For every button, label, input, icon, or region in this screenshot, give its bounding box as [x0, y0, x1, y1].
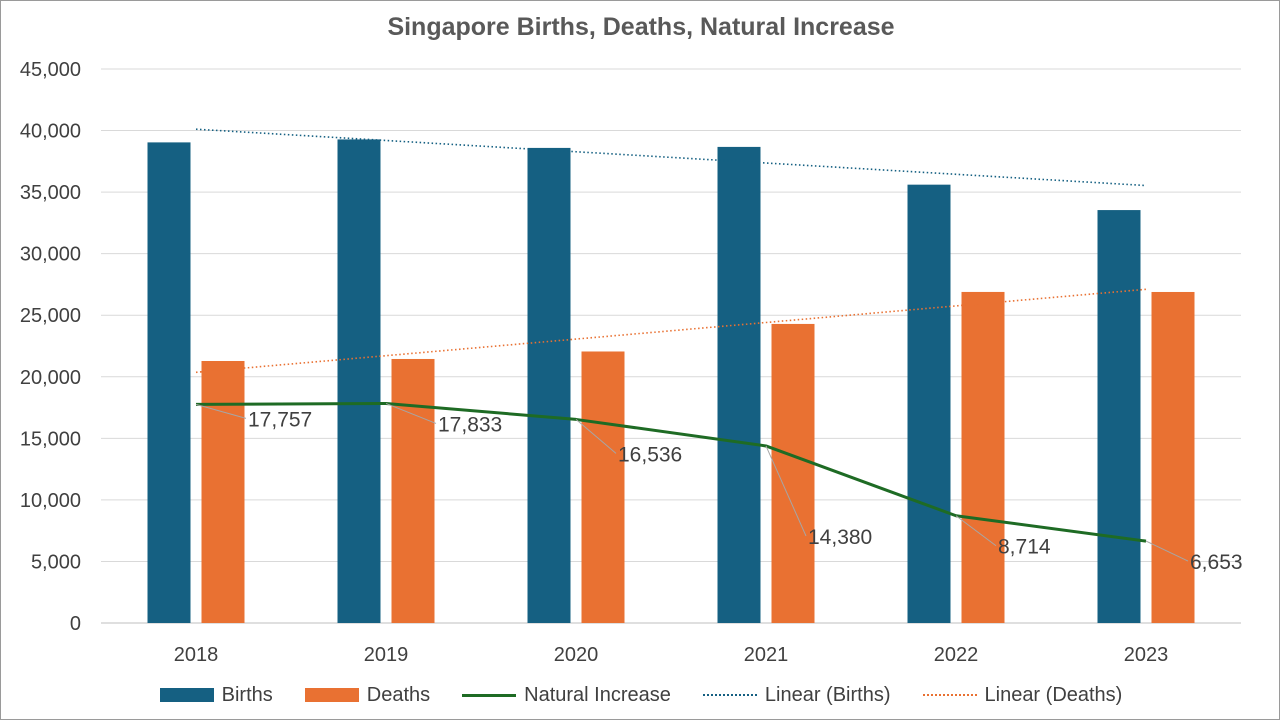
bar-deaths: [581, 351, 625, 623]
legend-swatch-linear-deaths: [922, 694, 977, 696]
legend-label-natural-increase: Natural Increase: [524, 683, 671, 706]
bar-births: [717, 146, 761, 623]
legend-label-births: Births: [221, 683, 273, 706]
legend-label-linear-births: Linear (Births): [764, 683, 891, 706]
x-tick-label: 2022: [934, 644, 979, 666]
bar-births: [907, 184, 951, 623]
data-label: 8,714: [998, 536, 1051, 559]
bar-deaths: [961, 291, 1005, 623]
x-tick-label: 2019: [364, 644, 409, 666]
legend-swatch-natural-increase: [462, 693, 517, 697]
data-label-leader: [1145, 540, 1189, 562]
x-tick-label: 2021: [744, 644, 789, 666]
y-tick-label: 30,000: [20, 244, 81, 266]
x-tick-label: 2020: [554, 644, 599, 666]
data-label-leader: [955, 515, 997, 547]
trendline-linear-deaths-: [195, 288, 1147, 374]
legend-item-linear-deaths: Linear (Deaths): [922, 683, 1123, 707]
bar-deaths: [201, 360, 245, 623]
data-label-leader: [195, 403, 247, 419]
x-tick-label: 2023: [1124, 644, 1169, 666]
bar-births: [147, 142, 191, 623]
data-label: 17,833: [438, 413, 502, 436]
bar-births: [337, 139, 381, 623]
y-tick-label: 5,000: [31, 551, 81, 573]
legend-swatch-linear-births: [702, 694, 757, 696]
line-natural-increase: [195, 401, 1147, 543]
bar-deaths: [1151, 291, 1195, 623]
legend-item-linear-births: Linear (Births): [702, 683, 891, 707]
data-label: 17,757: [248, 408, 312, 431]
legend-item-deaths: Deaths: [304, 683, 431, 707]
y-tick-label: 10,000: [20, 490, 81, 512]
bar-births: [1097, 210, 1141, 623]
bar-deaths: [391, 358, 435, 623]
data-label-leader: [385, 402, 437, 424]
y-tick-label: 15,000: [20, 428, 81, 450]
legend-swatch-deaths: [304, 688, 359, 702]
data-label-leader: [575, 419, 617, 454]
y-tick-label: 45,000: [20, 59, 81, 81]
y-tick-label: 25,000: [20, 305, 81, 327]
legend-label-deaths: Deaths: [366, 683, 431, 706]
legend-label-linear-deaths: Linear (Deaths): [984, 683, 1123, 706]
legend: Births Deaths Natural Increase Linear (B…: [1, 681, 1280, 709]
data-label: 14,380: [808, 526, 872, 549]
legend-swatch-births: [159, 688, 214, 702]
legend-item-births: Births: [159, 683, 273, 707]
bar-births: [527, 147, 571, 623]
trendline-linear-births-: [195, 128, 1147, 187]
y-tick-label: 0: [70, 613, 81, 635]
y-tick-label: 35,000: [20, 182, 81, 204]
legend-item-natural-increase: Natural Increase: [462, 684, 671, 707]
data-label: 6,653: [1190, 551, 1243, 574]
x-tick-label: 2018: [174, 644, 219, 666]
data-label-leader: [765, 445, 807, 537]
data-label: 16,536: [618, 443, 682, 466]
y-tick-label: 40,000: [20, 121, 81, 143]
y-tick-label: 20,000: [20, 367, 81, 389]
plot-area: 0 5,000 10,000 15,000 20,000 25,000 30,000 35,0…: [20, 59, 1243, 666]
chart-title: Singapore Births, Deaths, Natural Increa…: [387, 13, 895, 41]
